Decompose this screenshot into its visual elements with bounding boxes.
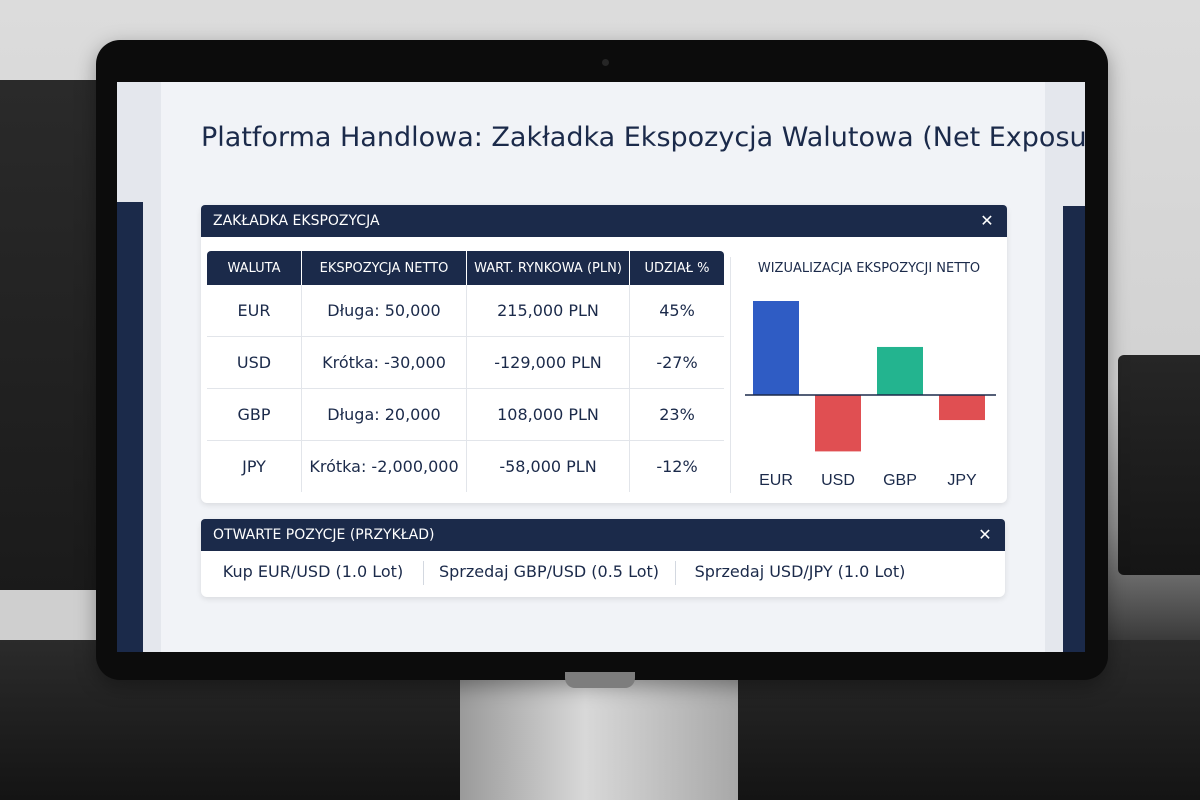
chart-title: WIZUALIZACJA EKSPOZYCJI NETTO bbox=[757, 261, 981, 276]
close-icon[interactable]: ✕ bbox=[978, 525, 992, 544]
market-value-cell: -58,000 PLN bbox=[466, 440, 630, 492]
positions-list: Kup EUR/USD (1.0 Lot) Sprzedaj GBP/USD (… bbox=[201, 557, 1005, 589]
market-value-cell: 108,000 PLN bbox=[466, 388, 630, 441]
share-cell: -27% bbox=[629, 336, 724, 389]
column-header[interactable]: UDZIAŁ % bbox=[629, 251, 724, 285]
screen: Platforma Handlowa: Zakładka Ekspozycja … bbox=[117, 82, 1085, 652]
background-monitor-left bbox=[0, 80, 98, 600]
currency-cell: USD bbox=[207, 336, 302, 389]
net-exposure-cell: Długa: 20,000 bbox=[301, 388, 467, 441]
column-header[interactable]: WART. RYNKOWA (PLN) bbox=[466, 251, 630, 285]
share-cell: 23% bbox=[629, 388, 724, 441]
currency-cell: GBP bbox=[207, 388, 302, 441]
chart-divider bbox=[730, 257, 731, 493]
chart-category-label: JPY bbox=[947, 472, 977, 489]
open-positions-header: OTWARTE POZYCJE (PRZYKŁAD) ✕ bbox=[201, 519, 1005, 551]
webcam bbox=[602, 59, 609, 66]
chart-category-label: GBP bbox=[883, 472, 917, 489]
table-header-row: WALUTA EKSPOZYCJA NETTO WART. RYNKOWA (P… bbox=[207, 251, 724, 285]
currency-cell: JPY bbox=[207, 440, 302, 492]
net-exposure-cell: Długa: 50,000 bbox=[301, 285, 467, 337]
share-cell: 45% bbox=[629, 285, 724, 337]
side-bar-left bbox=[117, 202, 143, 652]
chart-bar-eur[interactable] bbox=[753, 301, 799, 395]
exposure-table: WALUTA EKSPOZYCJA NETTO WART. RYNKOWA (P… bbox=[207, 251, 724, 492]
net-exposure-cell: Krótka: -30,000 bbox=[301, 336, 467, 389]
chart-bar-usd[interactable] bbox=[815, 395, 861, 452]
table-row[interactable]: JPY Krótka: -2,000,000 -58,000 PLN -12% bbox=[207, 440, 724, 492]
position-item[interactable]: Sprzedaj GBP/USD (0.5 Lot) bbox=[438, 562, 660, 581]
table-row[interactable]: USD Krótka: -30,000 -129,000 PLN -27% bbox=[207, 336, 724, 389]
column-header[interactable]: EKSPOZYCJA NETTO bbox=[301, 251, 467, 285]
chart-category-label: USD bbox=[821, 472, 855, 489]
column-header[interactable]: WALUTA bbox=[207, 251, 302, 285]
share-cell: -12% bbox=[656, 457, 698, 476]
currency-cell: EUR bbox=[207, 285, 302, 337]
chart-bar-gbp[interactable] bbox=[877, 346, 923, 395]
exposure-chart-svg: EUR USD GBP JPY bbox=[745, 301, 996, 489]
market-value-cell: 215,000 PLN bbox=[466, 285, 630, 337]
table-row[interactable]: EUR Długa: 50,000 215,000 PLN 45% bbox=[207, 285, 724, 337]
chart-bar-jpy[interactable] bbox=[939, 395, 985, 421]
exposure-chart: EUR USD GBP JPY WIZUALIZACJA EKSPOZYCJI NET… bbox=[731, 253, 1007, 493]
position-divider bbox=[423, 561, 424, 585]
net-exposure-cell: Krótka: -2,000,000 bbox=[301, 440, 467, 492]
background-monitor-right bbox=[1118, 355, 1200, 575]
close-icon[interactable]: ✕ bbox=[980, 211, 994, 230]
monitor-stand-neck bbox=[565, 672, 635, 688]
exposure-panel-title: ZAKŁADKA EKSPOZYCJA bbox=[213, 213, 380, 229]
position-item[interactable]: Sprzedaj USD/JPY (1.0 Lot) bbox=[694, 562, 906, 581]
side-bar-right bbox=[1063, 206, 1085, 652]
exposure-panel: ZAKŁADKA EKSPOZYCJA ✕ WALUTA EKSPOZYCJA … bbox=[201, 205, 1007, 503]
position-divider bbox=[675, 561, 676, 585]
position-item[interactable]: Kup EUR/USD (1.0 Lot) bbox=[222, 562, 404, 581]
open-positions-title: OTWARTE POZYCJE (PRZYKŁAD) bbox=[213, 527, 435, 543]
chart-category-label: EUR bbox=[759, 472, 793, 489]
exposure-panel-header: ZAKŁADKA EKSPOZYCJA ✕ bbox=[201, 205, 1007, 237]
page-title: Platforma Handlowa: Zakładka Ekspozycja … bbox=[201, 122, 1085, 153]
monitor-stand bbox=[460, 675, 738, 800]
open-positions-panel: OTWARTE POZYCJE (PRZYKŁAD) ✕ Kup EUR/USD… bbox=[201, 519, 1005, 597]
market-value-cell: -129,000 PLN bbox=[466, 336, 630, 389]
table-row[interactable]: GBP Długa: 20,000 108,000 PLN 23% bbox=[207, 388, 724, 441]
